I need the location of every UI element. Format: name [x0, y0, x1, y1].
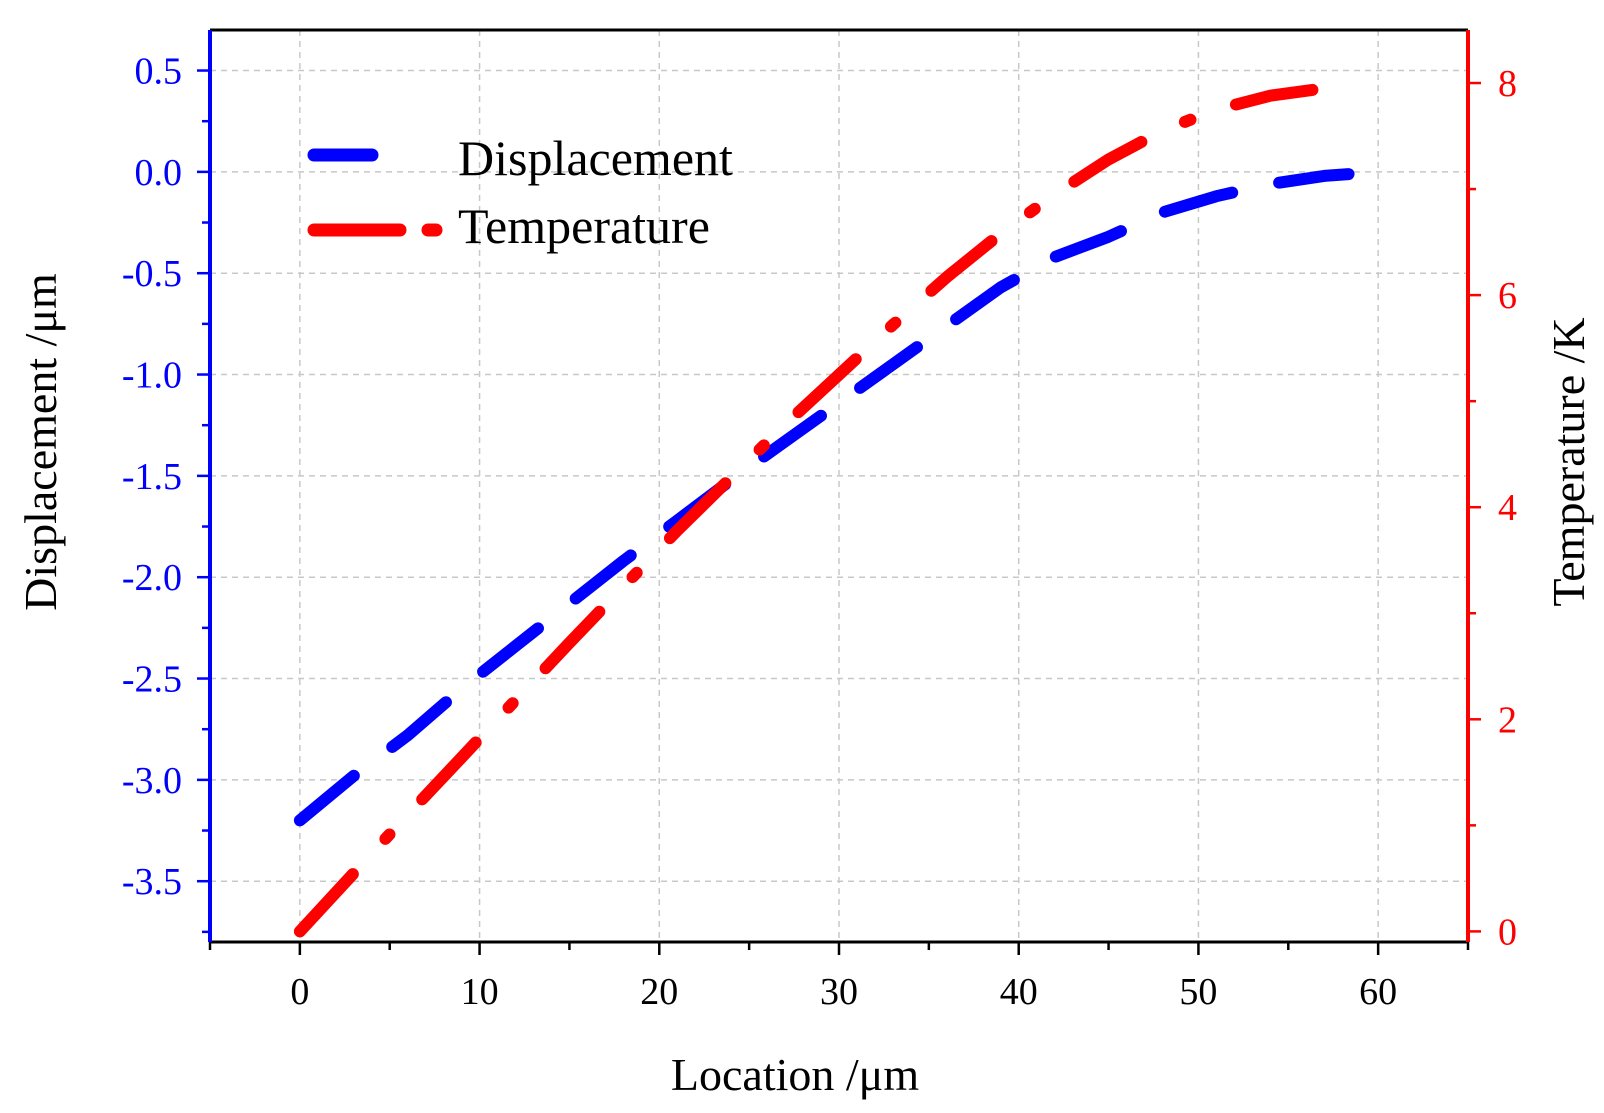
right-tick-label: 4 — [1498, 487, 1517, 529]
left-tick-label: -0.5 — [122, 253, 182, 295]
series-line-displacement — [293, 165, 1385, 827]
right-tick-label: 8 — [1498, 63, 1517, 105]
x-axis-title: Location /μm — [671, 1049, 919, 1100]
left-tick-label: -3.0 — [122, 760, 182, 802]
legend-label-displacement: Displacement — [458, 130, 733, 186]
x-tick-label: 10 — [461, 971, 499, 1013]
series-line-temperature — [293, 80, 1349, 938]
left-tick-label: -2.5 — [122, 659, 182, 701]
x-tick-label: 20 — [640, 971, 678, 1013]
axis-ticks: 0 10 20 30 40 50 600.50.0-0.5-1.0-1.5-2.0-2.5-… — [122, 51, 1517, 1013]
left-tick-label: 0.0 — [135, 152, 183, 194]
x-tick-label: 40 — [1000, 971, 1038, 1013]
left-tick-label: 0.5 — [135, 51, 183, 93]
grid-lines — [210, 30, 1468, 942]
left-axis-title: Displacement /μm — [15, 273, 66, 611]
right-tick-label: 6 — [1498, 275, 1517, 317]
left-tick-label: -3.5 — [122, 861, 182, 903]
legend: Displacement Temperature — [307, 130, 733, 254]
left-tick-label: -1.0 — [122, 355, 182, 397]
left-tick-label: -1.5 — [122, 456, 182, 498]
right-axis-title: Temperature /K — [1543, 317, 1594, 606]
x-tick-label: 50 — [1179, 971, 1217, 1013]
series-lines — [293, 80, 1385, 938]
right-tick-label: 2 — [1498, 699, 1517, 741]
x-tick-label: 0 — [290, 971, 309, 1013]
left-tick-label: -2.0 — [122, 557, 182, 599]
x-tick-label: 60 — [1359, 971, 1397, 1013]
right-tick-label: 0 — [1498, 911, 1517, 953]
x-tick-label: 30 — [820, 971, 858, 1013]
legend-label-temperature: Temperature — [458, 198, 710, 254]
